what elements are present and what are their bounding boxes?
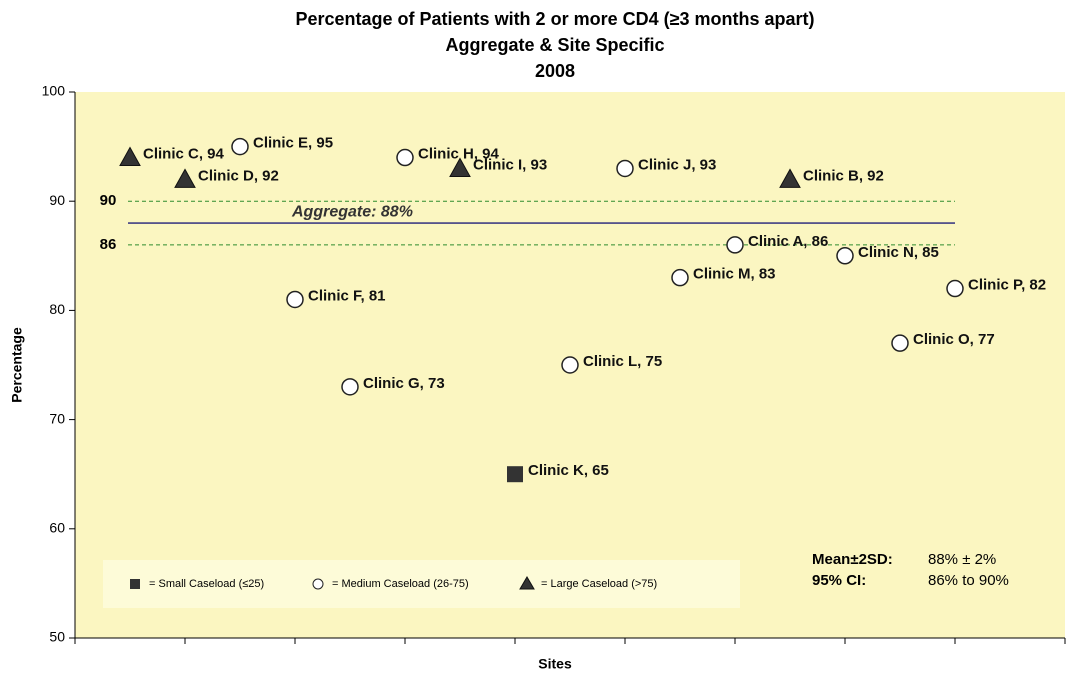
y-tick-label: 90 bbox=[49, 192, 65, 208]
point-label: Clinic I, 93 bbox=[473, 156, 547, 173]
point bbox=[616, 159, 634, 178]
legend-label: = Medium Caseload (26-75) bbox=[332, 578, 469, 590]
point-label: Clinic L, 75 bbox=[583, 353, 662, 370]
legend-label: = Large Caseload (>75) bbox=[541, 578, 657, 590]
point bbox=[946, 279, 964, 298]
chart-title: Percentage of Patients with 2 or more CD… bbox=[296, 9, 815, 29]
y-tick-label: 50 bbox=[49, 629, 65, 645]
point bbox=[396, 148, 414, 167]
point-label: Clinic A, 86 bbox=[748, 233, 828, 250]
point-label: Clinic F, 81 bbox=[308, 287, 386, 304]
reference-label: 86 bbox=[100, 236, 117, 253]
legend-marker bbox=[519, 576, 535, 590]
point-label: Clinic C, 94 bbox=[143, 145, 225, 162]
point-label: Clinic E, 95 bbox=[253, 135, 333, 152]
point bbox=[779, 168, 801, 188]
point bbox=[341, 378, 359, 396]
point bbox=[119, 146, 141, 167]
y-tick-label: 70 bbox=[49, 410, 65, 426]
point-label: Clinic B, 92 bbox=[803, 167, 884, 184]
point-label: Clinic G, 73 bbox=[363, 375, 445, 392]
x-axis-label: Sites bbox=[538, 656, 572, 672]
chart-subtitle: Aggregate & Site Specific bbox=[445, 35, 664, 55]
chart-subtitle: 2008 bbox=[535, 61, 575, 81]
point bbox=[231, 137, 249, 156]
point bbox=[726, 236, 744, 254]
point bbox=[891, 334, 909, 352]
stat-name: Mean±2SD: bbox=[812, 551, 893, 568]
y-tick-label: 60 bbox=[49, 520, 65, 536]
point-label: Clinic D, 92 bbox=[198, 167, 279, 184]
point bbox=[507, 466, 523, 483]
y-tick-label: 100 bbox=[42, 83, 66, 99]
stat-name: 95% CI: bbox=[812, 572, 866, 589]
legend-marker bbox=[130, 579, 140, 589]
point bbox=[286, 290, 304, 309]
point-label: Clinic K, 65 bbox=[528, 462, 609, 479]
point bbox=[174, 168, 196, 188]
reference-label: Aggregate: 88% bbox=[291, 203, 413, 220]
point bbox=[449, 157, 471, 177]
point-label: Clinic O, 77 bbox=[913, 331, 995, 348]
reference-label: 90 bbox=[100, 192, 117, 209]
point-label: Clinic N, 85 bbox=[858, 244, 939, 261]
legend-marker bbox=[312, 578, 324, 590]
point-label: Clinic J, 93 bbox=[638, 156, 716, 173]
legend-box bbox=[103, 560, 740, 608]
y-tick-label: 80 bbox=[49, 301, 65, 317]
legend-label: = Small Caseload (≤25) bbox=[149, 578, 264, 590]
point bbox=[671, 268, 689, 287]
y-axis-label: Percentage bbox=[9, 327, 25, 403]
point-label: Clinic P, 82 bbox=[968, 277, 1046, 294]
point-label: Clinic M, 83 bbox=[693, 266, 776, 283]
point bbox=[836, 247, 854, 265]
point-label: Clinic H, 94 bbox=[418, 145, 500, 162]
stat-value: 86% to 90% bbox=[928, 572, 1009, 589]
stat-value: 88% ± 2% bbox=[928, 551, 996, 568]
point bbox=[561, 356, 579, 374]
